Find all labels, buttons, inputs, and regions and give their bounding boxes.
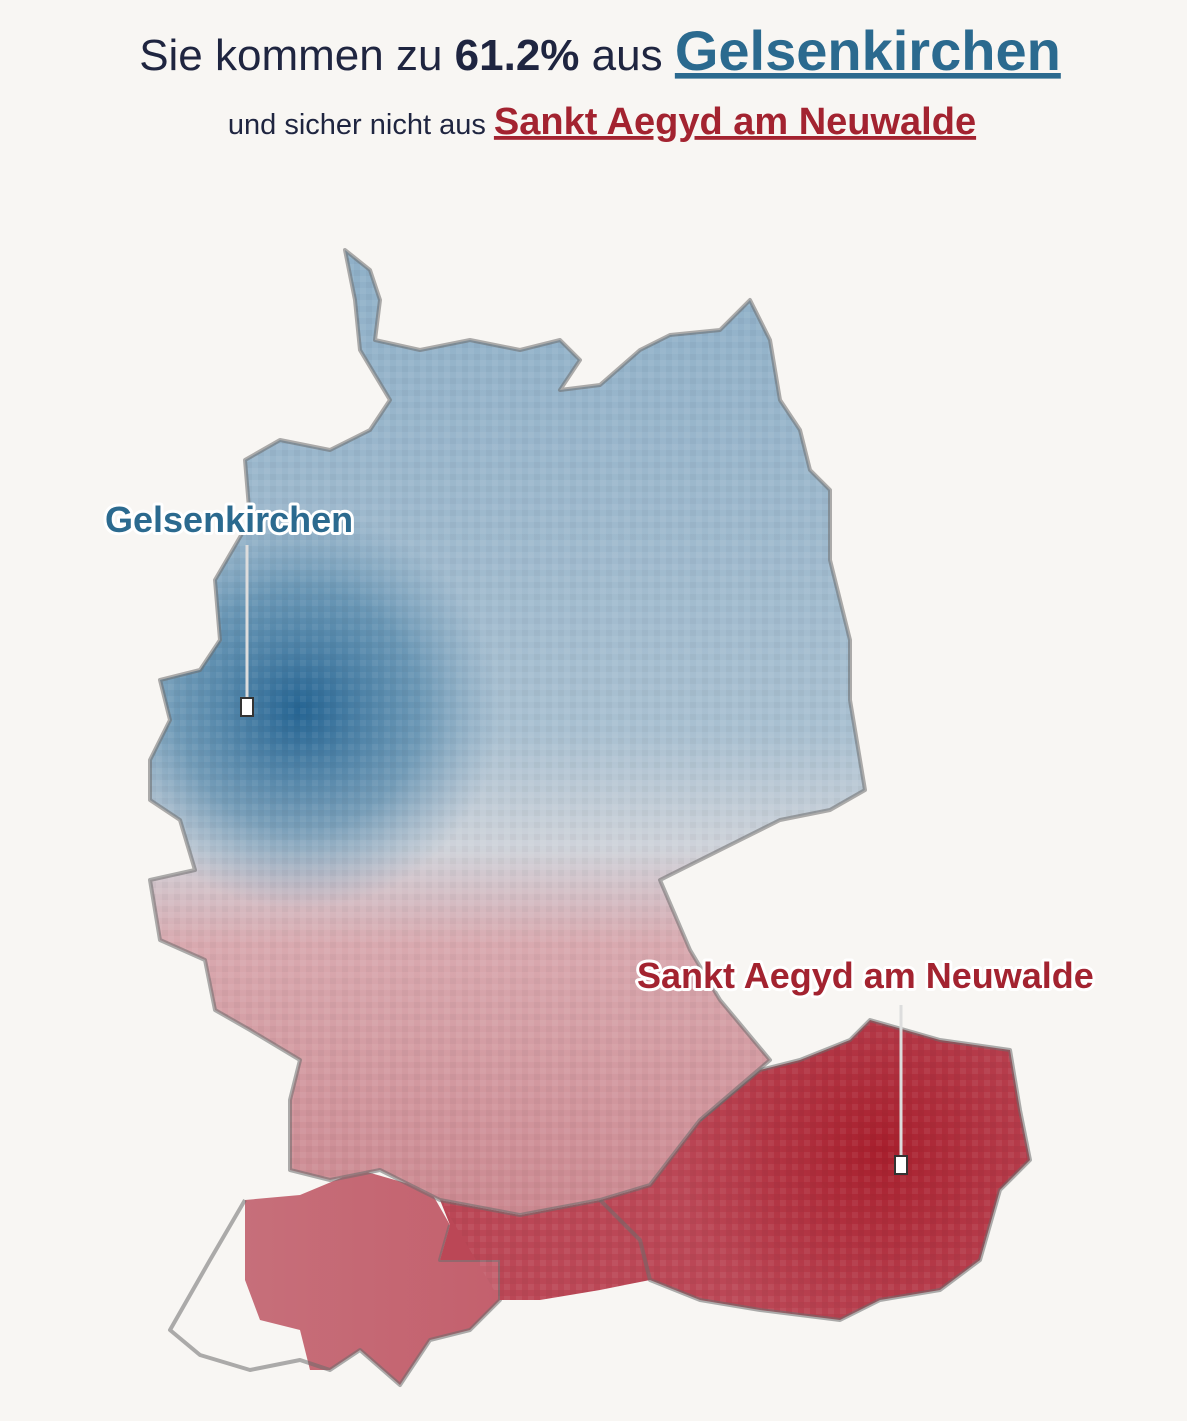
border-austria — [598, 1018, 1032, 1322]
map-label: Gelsenkirchen — [105, 499, 353, 540]
texture — [440, 1020, 1030, 1320]
subline: und sicher nicht aus Sankt Aegyd am Neuw… — [228, 101, 976, 143]
border-germany — [148, 248, 867, 1217]
marker — [240, 697, 254, 717]
headline-percent: 61.2% — [455, 31, 580, 80]
subline-prefix: und sicher nicht aus — [228, 109, 486, 141]
subline-place[interactable]: Sankt Aegyd am Neuwalde — [494, 101, 976, 143]
headline-prefix: Sie kommen zu — [139, 31, 442, 80]
headline-place[interactable]: Gelsenkirchen — [675, 19, 1061, 82]
map-label: Sankt Aegyd am Neuwalde — [637, 955, 1094, 996]
region-switzerland — [245, 1170, 500, 1385]
headline-middle: aus — [592, 31, 663, 80]
marker — [894, 1155, 908, 1175]
headline: Sie kommen zu 61.2% aus Gelsenkirchen — [139, 19, 1061, 82]
